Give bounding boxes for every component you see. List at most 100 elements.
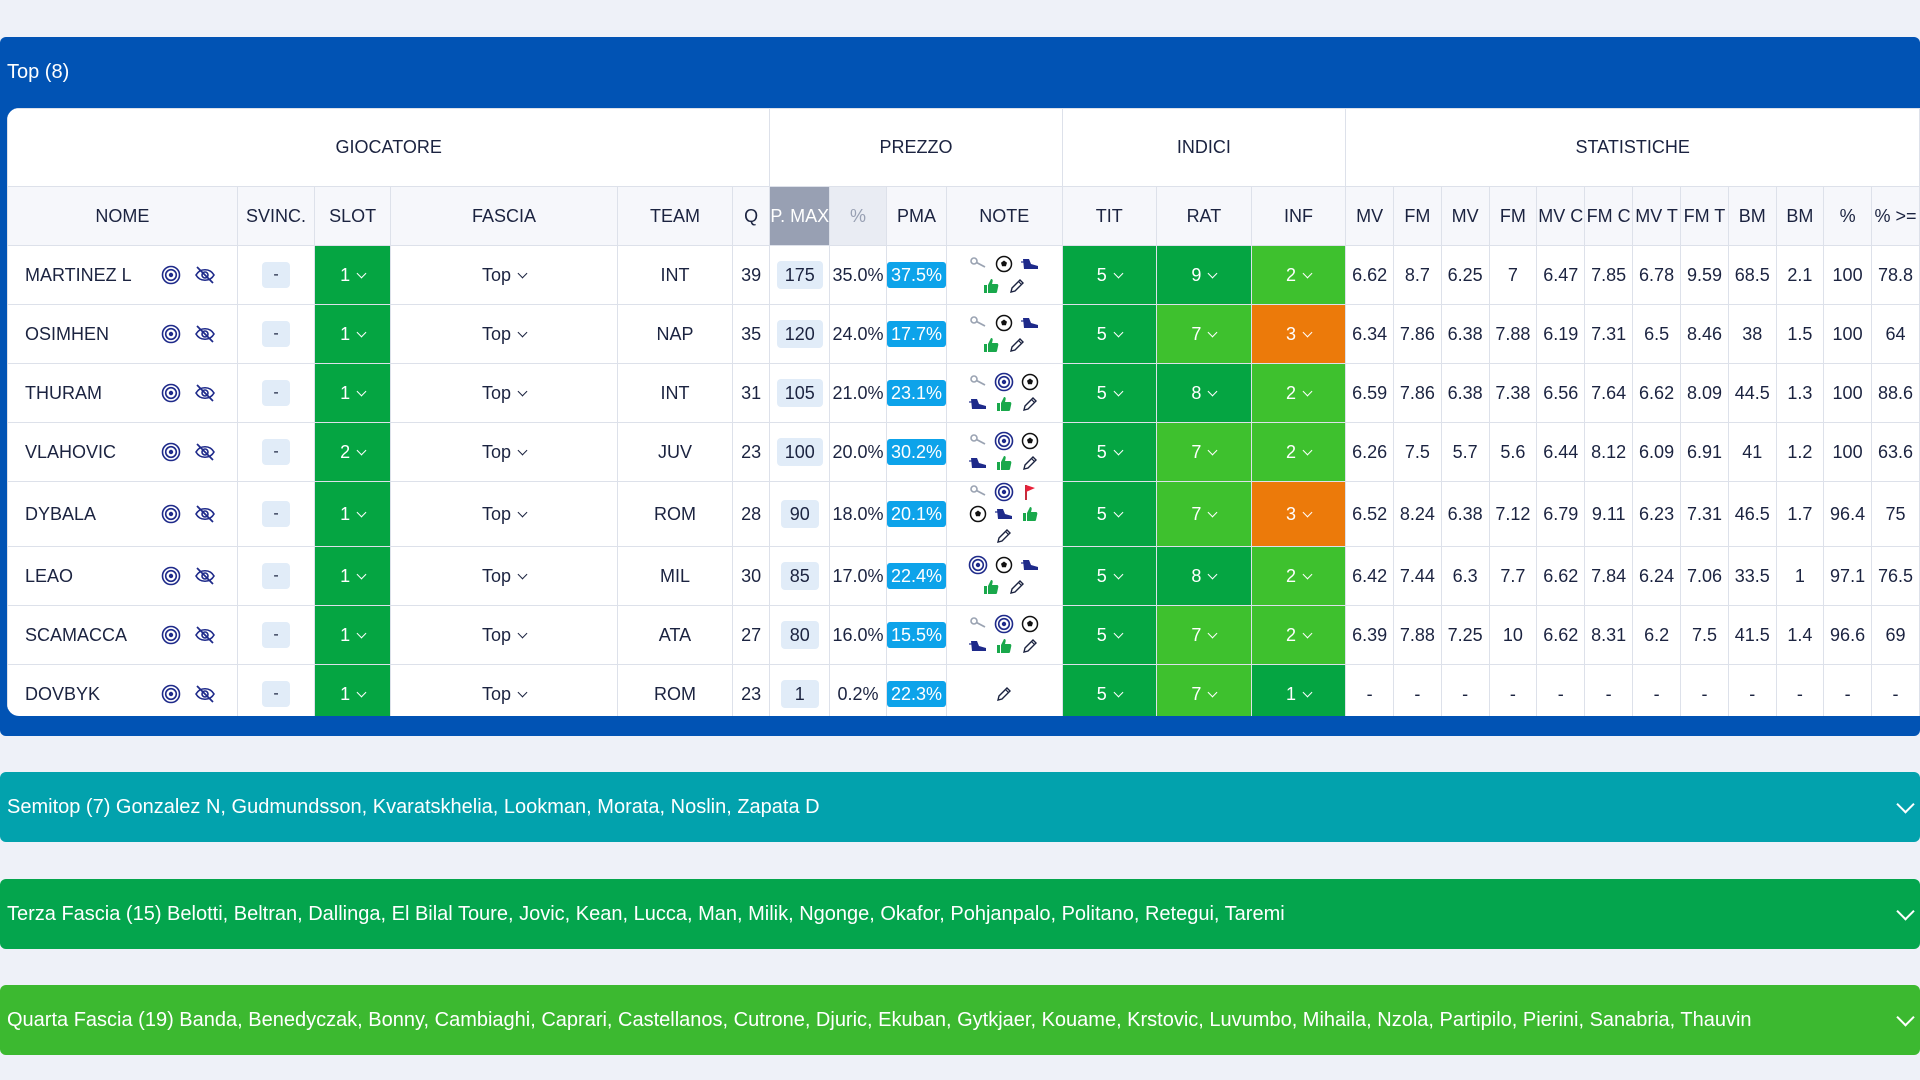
dropdown[interactable]: Top	[482, 566, 528, 587]
dropdown[interactable]: Top	[482, 504, 528, 525]
dropdown[interactable]: 2	[1286, 566, 1313, 587]
chevron-down-icon[interactable]	[1896, 795, 1915, 814]
target-icon[interactable]	[158, 501, 184, 527]
column-header[interactable]: FM T	[1680, 186, 1729, 246]
pmax-input[interactable]: 85	[780, 562, 819, 590]
player-name[interactable]: DOVBYK	[25, 683, 101, 704]
target-icon[interactable]	[158, 681, 184, 707]
dropdown[interactable]: Top	[482, 383, 528, 404]
target-icon[interactable]	[158, 439, 184, 465]
pencil-icon[interactable]	[1007, 335, 1027, 355]
pencil-icon[interactable]	[1020, 453, 1040, 473]
quarta-fascia-bar[interactable]: Quarta Fascia (19) Banda, Benedyczak, Bo…	[0, 985, 1920, 1055]
column-header[interactable]: NOTE	[946, 186, 1063, 246]
dropdown[interactable]: Top	[482, 442, 528, 463]
column-header[interactable]: TEAM	[617, 186, 733, 246]
dropdown[interactable]: 2	[1286, 383, 1313, 404]
column-header[interactable]: FM	[1488, 186, 1538, 246]
dropdown[interactable]: 2	[1286, 442, 1313, 463]
pencil-icon[interactable]	[1007, 276, 1027, 296]
dropdown[interactable]: 7	[1191, 442, 1218, 463]
target-icon[interactable]	[158, 563, 184, 589]
pencil-icon[interactable]	[1020, 394, 1040, 414]
pencil-icon[interactable]	[1007, 577, 1027, 597]
pencil-icon[interactable]	[1020, 636, 1040, 656]
eye-off-icon[interactable]	[192, 439, 218, 465]
column-header[interactable]: FM	[1393, 186, 1442, 246]
column-header[interactable]: MV T	[1632, 186, 1682, 246]
dropdown[interactable]: 8	[1191, 383, 1218, 404]
column-header[interactable]: %	[1823, 186, 1872, 246]
svinc-button[interactable]: -	[262, 262, 291, 288]
column-header[interactable]: TIT	[1061, 186, 1158, 246]
dropdown[interactable]: 1	[1286, 684, 1313, 705]
player-name[interactable]: OSIMHEN	[25, 323, 110, 344]
dropdown[interactable]: 5	[1097, 504, 1124, 525]
column-header[interactable]: MV	[1345, 186, 1395, 246]
target-icon[interactable]	[158, 380, 184, 406]
column-header[interactable]: SLOT	[314, 186, 391, 246]
dropdown[interactable]: 1	[340, 324, 367, 345]
player-name[interactable]: LEAO	[25, 565, 74, 586]
svinc-button[interactable]: -	[262, 622, 291, 648]
dropdown[interactable]: 7	[1191, 324, 1218, 345]
column-header[interactable]: RAT	[1156, 186, 1252, 246]
pencil-icon[interactable]	[994, 684, 1014, 704]
dropdown[interactable]: 7	[1191, 684, 1218, 705]
column-header[interactable]: MV C	[1536, 186, 1586, 246]
column-header[interactable]: BM	[1775, 186, 1825, 246]
dropdown[interactable]: 1	[340, 566, 367, 587]
dropdown[interactable]: 1	[340, 625, 367, 646]
dropdown[interactable]: 5	[1097, 625, 1124, 646]
top-tier-header[interactable]: Top (8)	[0, 37, 1920, 107]
pmax-input[interactable]: 80	[780, 621, 819, 649]
column-header[interactable]: MV	[1440, 186, 1490, 246]
player-name[interactable]: VLAHOVIC	[25, 441, 117, 462]
dropdown[interactable]: Top	[482, 324, 528, 345]
column-header[interactable]: %	[829, 186, 887, 246]
dropdown[interactable]: Top	[482, 625, 528, 646]
column-header[interactable]: INF	[1250, 186, 1347, 246]
player-name[interactable]: MARTINEZ L	[25, 264, 132, 285]
dropdown[interactable]: 5	[1097, 383, 1124, 404]
column-header[interactable]: Q	[731, 186, 771, 246]
chevron-down-icon[interactable]	[1896, 902, 1915, 921]
eye-off-icon[interactable]	[192, 681, 218, 707]
column-header[interactable]: P. MAX	[769, 186, 831, 246]
semitop-tier-bar[interactable]: Semitop (7) Gonzalez N, Gudmundsson, Kva…	[0, 772, 1920, 842]
column-header[interactable]: FM C	[1584, 186, 1634, 246]
pencil-icon[interactable]	[994, 526, 1014, 546]
target-icon[interactable]	[158, 321, 184, 347]
column-header[interactable]: BM	[1727, 186, 1777, 246]
dropdown[interactable]: 5	[1097, 324, 1124, 345]
svinc-button[interactable]: -	[262, 380, 291, 406]
column-header[interactable]: FASCIA	[389, 186, 619, 246]
dropdown[interactable]: 5	[1097, 684, 1124, 705]
dropdown[interactable]: 8	[1191, 566, 1218, 587]
pmax-input[interactable]: 175	[776, 261, 823, 289]
eye-off-icon[interactable]	[192, 501, 218, 527]
svinc-button[interactable]: -	[262, 501, 291, 527]
dropdown[interactable]: 1	[340, 265, 367, 286]
player-name[interactable]: THURAM	[25, 382, 102, 403]
player-name[interactable]: DYBALA	[25, 503, 97, 524]
pmax-input[interactable]: 100	[776, 438, 823, 466]
column-header[interactable]: PMA	[885, 186, 948, 246]
pmax-input[interactable]: 120	[776, 320, 823, 348]
svinc-button[interactable]: -	[262, 321, 291, 347]
svinc-button[interactable]: -	[262, 439, 291, 465]
dropdown[interactable]: 9	[1191, 265, 1218, 286]
dropdown[interactable]: 5	[1097, 265, 1124, 286]
dropdown[interactable]: 5	[1097, 566, 1124, 587]
dropdown[interactable]: 2	[1286, 265, 1313, 286]
dropdown[interactable]: Top	[482, 684, 528, 705]
svinc-button[interactable]: -	[262, 681, 291, 707]
target-icon[interactable]	[158, 622, 184, 648]
dropdown[interactable]: 3	[1286, 504, 1313, 525]
dropdown[interactable]: 1	[340, 684, 367, 705]
pmax-input[interactable]: 1	[780, 680, 819, 708]
eye-off-icon[interactable]	[192, 622, 218, 648]
eye-off-icon[interactable]	[192, 321, 218, 347]
pmax-input[interactable]: 90	[780, 500, 819, 528]
pmax-input[interactable]: 105	[776, 379, 823, 407]
